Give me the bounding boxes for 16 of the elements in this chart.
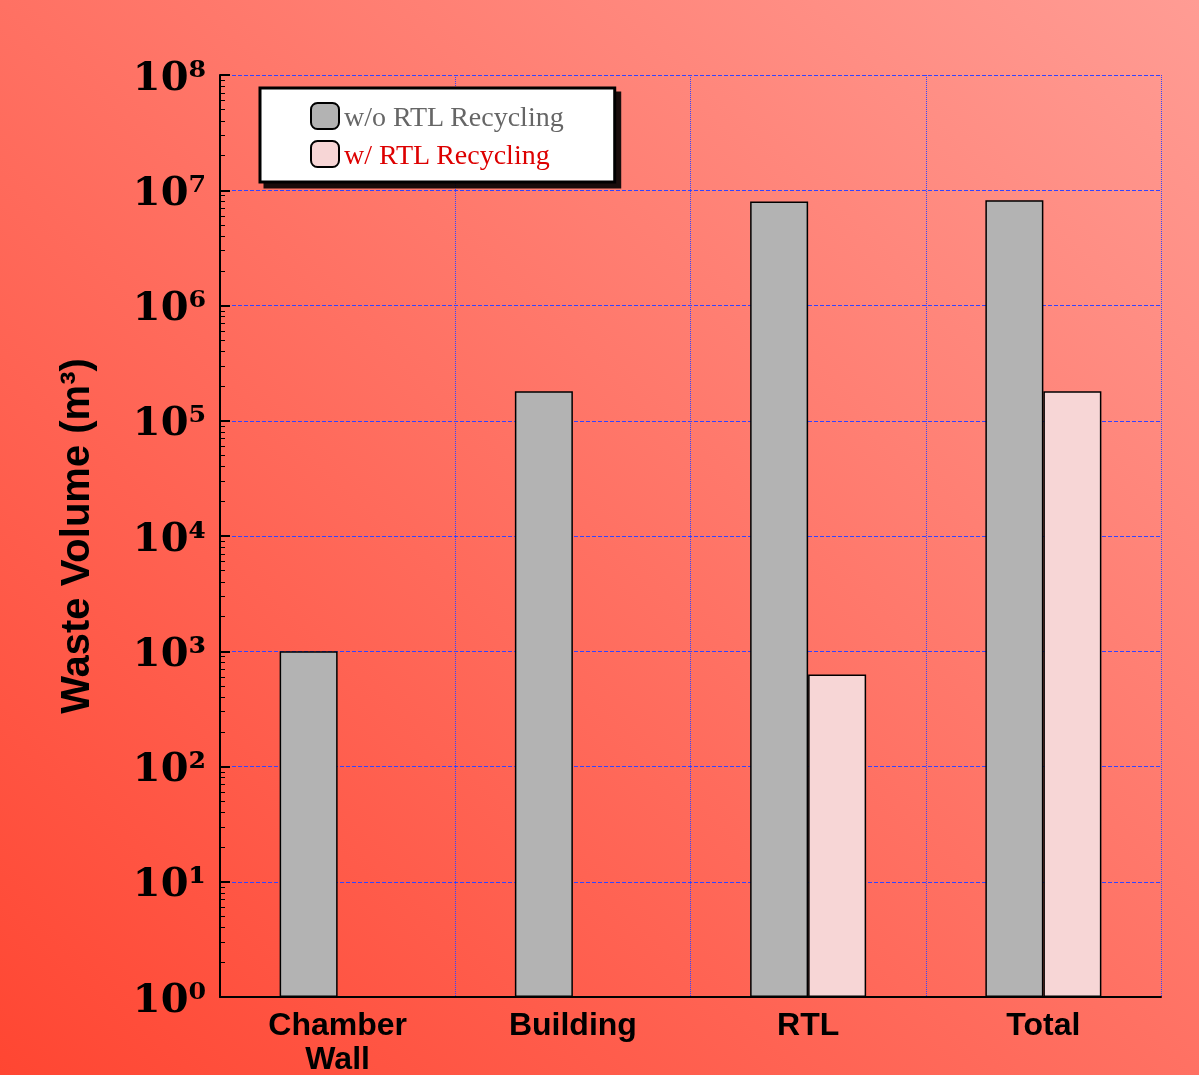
y-tick-label: 10⁵ — [132, 397, 206, 445]
legend-label: w/ RTL Recycling — [344, 138, 550, 170]
y-tick-label: 10⁷ — [132, 166, 206, 214]
y-tick-label: 10³ — [132, 627, 206, 675]
x-tick-label: Building — [508, 1006, 637, 1042]
x-tick-label: RTL — [777, 1006, 840, 1042]
y-tick-label: 10² — [132, 743, 206, 790]
y-axis-title: Waste Volume (m³) — [53, 358, 97, 714]
y-tick-label: 10¹ — [132, 858, 206, 906]
y-tick-label: 10⁸ — [132, 51, 206, 99]
x-tick-label: Chamber Wall — [268, 1006, 407, 1075]
y-tick-label: 10⁴ — [132, 512, 206, 560]
x-tick-label: Total — [1006, 1006, 1081, 1042]
y-tick-label: 10⁰ — [132, 973, 206, 1021]
legend-label: w/o RTL Recycling — [344, 100, 564, 132]
y-tick-label: 10⁶ — [132, 282, 206, 329]
